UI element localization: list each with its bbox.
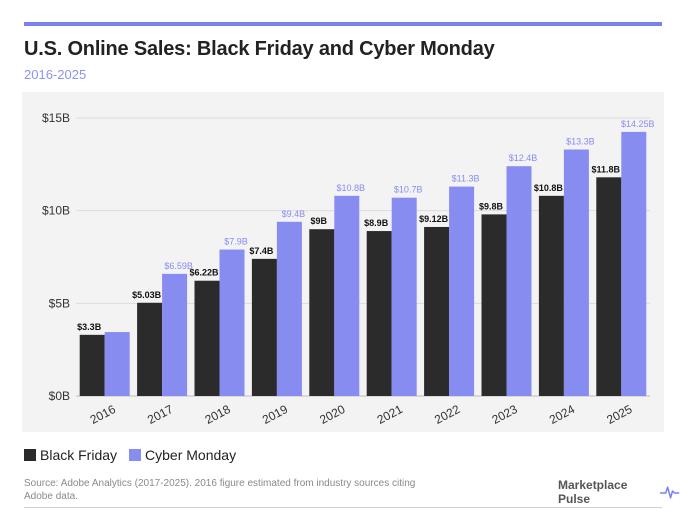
bar-cyber-monday xyxy=(563,149,589,396)
bar-cyber-monday xyxy=(449,186,475,396)
x-tick-label: 2018 xyxy=(203,402,233,427)
data-label-cyber-monday: $7.9B xyxy=(224,237,248,247)
x-tick-label: 2023 xyxy=(490,402,520,427)
data-label-black-friday: $5.03B xyxy=(132,290,162,300)
data-label-black-friday: $9.12B xyxy=(419,214,449,224)
chart-title: U.S. Online Sales: Black Friday and Cybe… xyxy=(24,38,495,60)
data-label-cyber-monday: $12.4B xyxy=(509,153,538,163)
bar-cyber-monday xyxy=(219,249,245,396)
data-label-black-friday: $11.8B xyxy=(592,164,621,174)
bar-cyber-monday xyxy=(162,273,188,396)
x-tick-label: 2021 xyxy=(375,402,405,427)
x-tick-label: 2019 xyxy=(260,402,290,427)
bar-black-friday xyxy=(137,302,163,396)
x-tick-label: 2017 xyxy=(145,402,175,427)
x-tick-label: 2016 xyxy=(88,402,118,427)
bar-cyber-monday xyxy=(276,221,302,396)
y-tick-label: $0B xyxy=(49,389,70,403)
top-accent-rule xyxy=(24,22,662,26)
data-label-cyber-monday: $11.3B xyxy=(452,174,480,184)
bar-chart: $0B $5B $10B $15B $3.3B 2016 $5.03B $6.59B 2017 $… xyxy=(42,111,655,427)
chart-panel: $0B $5B $10B $15B $3.3B 2016 $5.03B $6.59B 2017 $… xyxy=(22,92,664,432)
legend: Black Friday Cyber Monday xyxy=(24,447,248,463)
data-label-black-friday: $9.8B xyxy=(479,201,504,211)
data-label-black-friday: $9B xyxy=(311,216,328,226)
data-label-cyber-monday: $13.3B xyxy=(566,137,595,147)
legend-label-black-friday: Black Friday xyxy=(40,447,118,463)
data-label-cyber-monday: $9.4B xyxy=(282,209,306,219)
brand-logo: Marketplace Pulse xyxy=(558,478,680,506)
data-label-black-friday: $8.9B xyxy=(364,218,389,228)
data-label-black-friday: $6.22B xyxy=(189,268,219,278)
y-tick-label: $5B xyxy=(49,296,70,310)
bar-black-friday xyxy=(79,334,105,396)
bar-black-friday xyxy=(251,258,277,396)
x-tick-label: 2025 xyxy=(604,402,634,427)
bar-black-friday xyxy=(309,229,335,396)
bar-cyber-monday xyxy=(391,197,417,396)
data-label-cyber-monday: $10.8B xyxy=(337,183,366,193)
legend-item-cyber-monday: Cyber Monday xyxy=(129,447,236,463)
y-tick-label: $10B xyxy=(42,204,70,218)
legend-item-black-friday: Black Friday xyxy=(24,447,117,463)
bar-black-friday xyxy=(481,214,507,396)
pulse-line-icon xyxy=(659,486,680,499)
legend-label-cyber-monday: Cyber Monday xyxy=(145,447,237,463)
x-tick-label: 2020 xyxy=(317,402,347,427)
x-tick-label: 2022 xyxy=(432,402,462,427)
bar-cyber-monday xyxy=(506,166,532,396)
bar-black-friday xyxy=(194,280,220,396)
brand-name: Marketplace Pulse xyxy=(558,478,628,506)
bar-black-friday xyxy=(538,195,564,396)
bottom-rule xyxy=(24,507,662,508)
data-label-black-friday: $10.8B xyxy=(534,183,564,193)
legend-swatch-cyber-monday xyxy=(129,449,142,461)
y-tick-label: $15B xyxy=(42,111,70,125)
bar-cyber-monday xyxy=(104,332,130,396)
chart-subtitle: 2016-2025 xyxy=(24,67,87,82)
bar-black-friday xyxy=(596,177,622,396)
legend-swatch-black-friday xyxy=(24,449,36,461)
bar-black-friday xyxy=(366,231,392,396)
data-label-cyber-monday: $14.25B xyxy=(621,119,655,129)
bar-black-friday xyxy=(424,226,450,396)
x-tick-label: 2024 xyxy=(547,402,577,427)
data-label-black-friday: $7.4B xyxy=(249,246,274,256)
bar-cyber-monday xyxy=(621,131,647,396)
source-note: Source: Adobe Analytics (2017-2025). 201… xyxy=(24,478,416,502)
data-label-cyber-monday: $10.7B xyxy=(394,185,423,195)
bar-cyber-monday xyxy=(334,195,360,396)
data-label-cyber-monday: $6.59B xyxy=(164,261,193,271)
data-label-black-friday: $3.3B xyxy=(77,322,102,332)
